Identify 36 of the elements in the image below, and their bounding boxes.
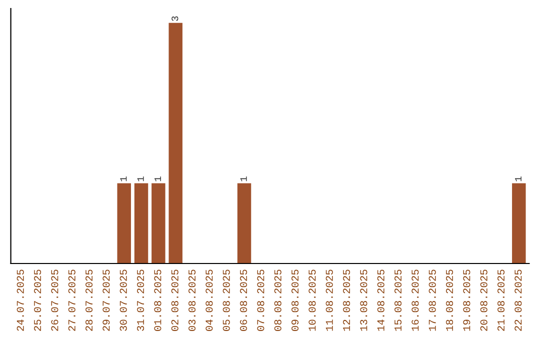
x-tick-label: 11.08.2025: [326, 270, 333, 331]
x-tick-label: 31.07.2025: [136, 270, 144, 331]
x-tick-label: 10.08.2025: [308, 270, 316, 331]
data-label: 1: [137, 176, 144, 182]
x-tick-label: 06.08.2025: [240, 270, 248, 331]
x-tick-label: 18.08.2025: [446, 270, 454, 331]
x-tick-label: 02.08.2025: [171, 270, 178, 331]
data-label: 1: [240, 176, 247, 182]
x-tick-label: 29.07.2025: [102, 270, 110, 331]
data-label: 1: [515, 176, 522, 182]
x-tick-label: 05.08.2025: [222, 270, 230, 331]
x-tick-label: 24.07.2025: [16, 270, 24, 331]
x-tick-label: 28.07.2025: [85, 270, 93, 331]
data-label: 1: [120, 176, 127, 182]
x-tick-label: 21.08.2025: [497, 270, 505, 331]
x-tick-label: 22.08.2025: [514, 270, 522, 331]
data-label: 3: [172, 16, 178, 21]
x-tick-label: 01.08.2025: [154, 270, 162, 331]
x-tick-label: 27.07.2025: [68, 270, 76, 331]
x-tick-label: 13.08.2025: [360, 270, 368, 331]
x-tick-label: 04.08.2025: [206, 270, 213, 331]
x-tick-label: 30.07.2025: [120, 270, 127, 331]
x-tick-label: 19.08.2025: [463, 270, 470, 331]
x-tick-label: 09.08.2025: [291, 270, 299, 331]
x-tick-label: 15.08.2025: [394, 270, 402, 331]
x-tick-label: 20.08.2025: [480, 270, 488, 331]
x-tick-label: 14.08.2025: [377, 270, 384, 331]
x-tick-label: 12.08.2025: [342, 270, 350, 331]
x-tick-label: 08.08.2025: [274, 270, 282, 331]
x-tick-label: 03.08.2025: [188, 270, 196, 331]
data-label: 1: [154, 176, 161, 182]
x-tick-label: 25.07.2025: [34, 270, 42, 331]
x-tick-label: 26.07.2025: [51, 270, 58, 331]
x-tick-label: 07.08.2025: [257, 270, 264, 331]
x-tick-label: 16.08.2025: [412, 270, 419, 331]
x-tick-label: 17.08.2025: [428, 270, 436, 331]
